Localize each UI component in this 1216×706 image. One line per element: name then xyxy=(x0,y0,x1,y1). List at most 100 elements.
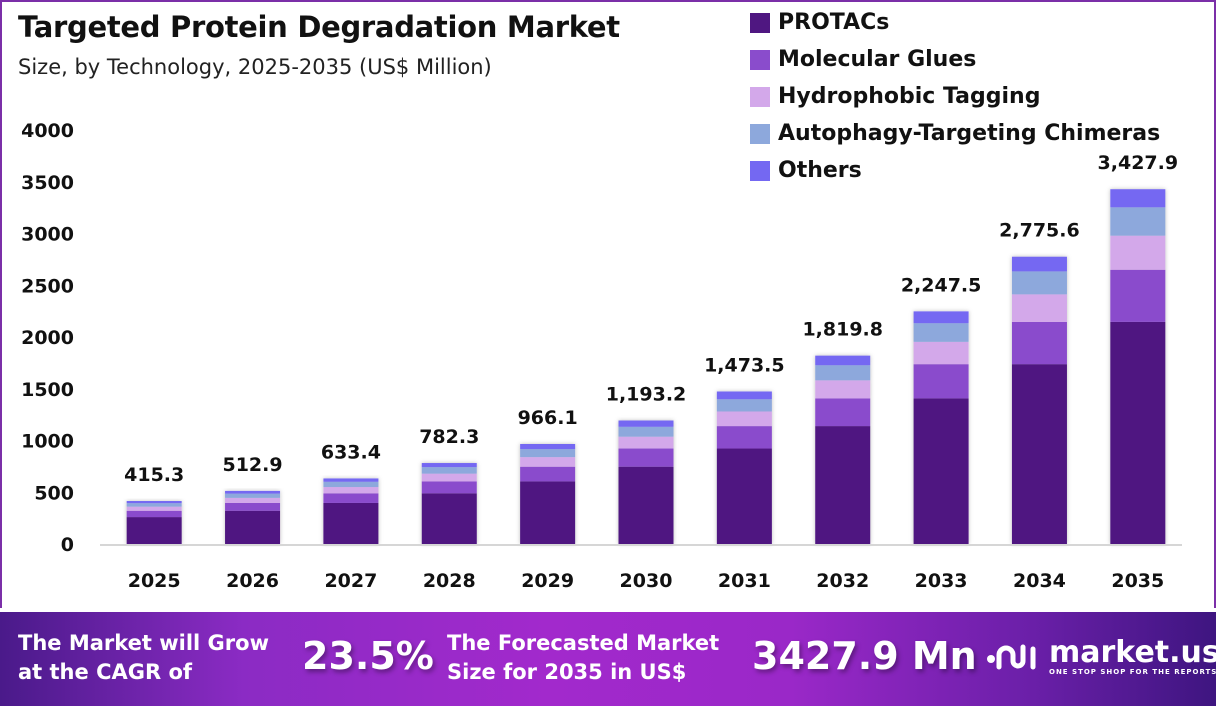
y-tick-label: 2000 xyxy=(21,327,74,349)
total-data-label: 512.9 xyxy=(222,454,282,476)
legend-label: Autophagy-Targeting Chimeras xyxy=(778,121,1161,146)
legend-label: Others xyxy=(778,158,862,183)
bar-segment-others xyxy=(618,420,674,427)
brand-tagline: ONE STOP SHOP FOR THE REPORTS xyxy=(1049,668,1216,676)
x-tick-label: 2025 xyxy=(128,570,181,592)
bar-segment-molecular-glues xyxy=(716,426,772,449)
legend-label: PROTACs xyxy=(778,10,890,35)
total-data-label: 1,473.5 xyxy=(704,354,785,376)
bar-segment-others xyxy=(126,501,182,504)
bar-stack-2031 xyxy=(716,391,772,544)
total-data-label: 782.3 xyxy=(419,426,479,448)
bar-segment-hydrophobic-tagging xyxy=(126,506,182,511)
legend-label: Hydrophobic Tagging xyxy=(778,84,1041,109)
legend-swatch xyxy=(750,49,770,70)
forecast-text-line1: The Forecasted Market xyxy=(447,631,720,655)
bar-stack-2030 xyxy=(618,420,674,544)
bar-stack-2035 xyxy=(1110,189,1166,544)
bar-segment-protacs xyxy=(716,448,772,544)
cagr-value: 23.5% xyxy=(302,634,434,678)
legend-item-others: Others xyxy=(750,152,1160,189)
bar-stack-2029 xyxy=(520,444,576,544)
bar-segment-protacs xyxy=(126,517,182,544)
bar-segment-autophagy-targeting-chimeras xyxy=(815,365,871,381)
bar-segment-protacs xyxy=(913,398,969,544)
bar-stack-2026 xyxy=(225,490,281,544)
legend-swatch xyxy=(750,123,770,144)
x-tick-label: 2026 xyxy=(226,570,279,592)
bar-segment-autophagy-targeting-chimeras xyxy=(716,399,772,412)
cagr-text-line1: The Market will Grow xyxy=(18,631,269,655)
bar-segment-hydrophobic-tagging xyxy=(1011,294,1067,322)
y-tick-label: 3500 xyxy=(21,172,74,194)
chart-subtitle: Size, by Technology, 2025-2035 (US$ Mill… xyxy=(18,55,492,79)
bar-segment-hydrophobic-tagging xyxy=(618,436,674,449)
bar-segment-protacs xyxy=(520,481,576,544)
bar-segment-others xyxy=(716,391,772,400)
bar-segment-molecular-glues xyxy=(913,364,969,399)
legend-swatch xyxy=(750,160,770,181)
bars xyxy=(126,189,1166,544)
x-tick-label: 2030 xyxy=(620,570,673,592)
bar-segment-protacs xyxy=(225,510,281,544)
bar-segment-autophagy-targeting-chimeras xyxy=(126,503,182,507)
bar-segment-hydrophobic-tagging xyxy=(913,341,969,365)
bar-stack-2028 xyxy=(421,463,477,544)
bar-segment-molecular-glues xyxy=(1110,269,1166,322)
bar-segment-molecular-glues xyxy=(618,448,674,467)
bar-segment-hydrophobic-tagging xyxy=(323,487,379,494)
x-tick-label: 2028 xyxy=(423,570,476,592)
legend: PROTACs Molecular Glues Hydrophobic Tagg… xyxy=(750,4,1160,189)
y-tick-label: 500 xyxy=(34,482,74,504)
y-tick-label: 0 xyxy=(61,534,74,556)
x-tick-label: 2027 xyxy=(324,570,377,592)
bar-segment-protacs xyxy=(618,466,674,544)
bar-segment-autophagy-targeting-chimeras xyxy=(1110,207,1166,236)
y-tick-label: 2500 xyxy=(21,275,74,297)
bar-segment-protacs xyxy=(1011,364,1067,544)
bar-stack-2027 xyxy=(323,478,379,544)
bar-segment-molecular-glues xyxy=(225,502,281,511)
bar-segment-others xyxy=(225,490,281,494)
bar-segment-protacs xyxy=(815,426,871,544)
market-us-logo-icon xyxy=(987,644,1036,670)
bar-segment-protacs xyxy=(1110,321,1166,544)
bar-segment-hydrophobic-tagging xyxy=(716,411,772,427)
bar-segment-autophagy-targeting-chimeras xyxy=(618,426,674,437)
legend-item-molecular-glues: Molecular Glues xyxy=(750,41,1160,78)
bar-segment-molecular-glues xyxy=(421,481,477,494)
chart-title: Targeted Protein Degradation Market xyxy=(18,10,620,44)
y-axis: 0 500 1000 1500 2000 2500 3000 3500 4000 xyxy=(21,120,74,556)
legend-item-autophagy-targeting-chimeras: Autophagy-Targeting Chimeras xyxy=(750,115,1160,152)
bar-segment-protacs xyxy=(323,502,379,544)
total-data-label: 1,819.8 xyxy=(802,319,883,341)
bar-stack-2032 xyxy=(815,355,871,544)
y-tick-label: 4000 xyxy=(21,120,74,142)
bar-stack-2034 xyxy=(1011,256,1067,544)
total-data-label: 2,247.5 xyxy=(901,274,982,296)
x-tick-label: 2035 xyxy=(1111,570,1164,592)
footer-banner: The Market will Grow at the CAGR of 23.5… xyxy=(0,612,1216,706)
y-tick-label: 1500 xyxy=(21,379,74,401)
total-data-label: 2,775.6 xyxy=(999,220,1080,242)
bar-segment-others xyxy=(815,355,871,366)
bar-segment-autophagy-targeting-chimeras xyxy=(520,449,576,458)
cagr-text-line2: at the CAGR of xyxy=(18,660,193,684)
bar-segment-molecular-glues xyxy=(126,510,182,518)
total-data-label: 3,427.9 xyxy=(1098,152,1179,174)
bar-segment-others xyxy=(1110,189,1166,208)
bar-segment-autophagy-targeting-chimeras xyxy=(913,323,969,342)
brand-logo[interactable]: market.us ONE STOP SHOP FOR THE REPORTS xyxy=(985,637,1216,677)
bar-segment-hydrophobic-tagging xyxy=(1110,235,1166,270)
bar-segment-molecular-glues xyxy=(1011,321,1067,365)
bar-segment-others xyxy=(421,463,477,468)
x-tick-label: 2033 xyxy=(915,570,968,592)
x-tick-label: 2034 xyxy=(1013,570,1066,592)
x-tick-label: 2031 xyxy=(718,570,771,592)
total-data-label: 966.1 xyxy=(518,407,578,429)
bar-segment-hydrophobic-tagging xyxy=(815,380,871,399)
brand-name: market.us xyxy=(1049,635,1216,670)
x-tick-label: 2029 xyxy=(521,570,574,592)
bar-segment-autophagy-targeting-chimeras xyxy=(1011,271,1067,295)
